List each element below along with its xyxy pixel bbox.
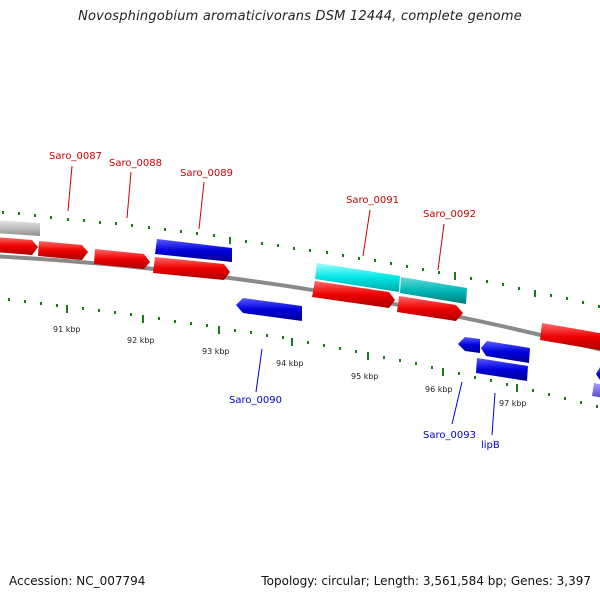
summary-text: Topology: circular; Length: 3,561,584 bp…: [261, 574, 591, 588]
genome-backbone: [0, 254, 600, 352]
label-saro-0092[interactable]: Saro_0092: [423, 209, 476, 220]
gene-lipb[interactable]: [476, 358, 528, 381]
gene-saro-0089[interactable]: [153, 257, 230, 280]
gene-saro-0091[interactable]: [315, 263, 400, 292]
label-saro-0089[interactable]: Saro_0089: [180, 168, 233, 179]
leader-saro-0090: [255, 348, 263, 393]
gene-saro-0086[interactable]: [0, 237, 38, 255]
label-lipb[interactable]: lipB: [481, 440, 500, 451]
gene-saro-0095[interactable]: [596, 367, 600, 381]
label-saro-0090[interactable]: Saro_0090: [229, 395, 282, 406]
inner-tick-ring: [8, 298, 598, 408]
gene-saro-0093[interactable]: [458, 337, 480, 353]
ruler-label-91: 91 kbp: [53, 325, 81, 334]
map-title: Novosphingobium aromaticivorans DSM 1244…: [78, 9, 522, 24]
leader-lipb: [491, 392, 496, 436]
gene-saro-0090[interactable]: [236, 298, 302, 321]
leader-saro-0091: [362, 209, 371, 257]
gene-saro-0092[interactable]: [400, 277, 467, 304]
leader-saro-0087: [67, 165, 73, 212]
leader-saro-0089: [198, 181, 205, 230]
label-saro-0088[interactable]: Saro_0088: [109, 158, 162, 169]
ruler-label-94: 94 kbp: [276, 359, 304, 368]
leader-saro-0093: [451, 381, 463, 425]
ruler-label-96: 96 kbp: [425, 385, 453, 394]
ruler-label-92: 92 kbp: [127, 336, 155, 345]
gene-saro-0091-cds[interactable]: [312, 281, 395, 308]
outer-tick-ring: [2, 211, 600, 308]
leader-saro-0088: [126, 171, 132, 219]
gene-lipb-upper[interactable]: [481, 341, 530, 363]
ruler-label-95: 95 kbp: [351, 372, 379, 381]
label-saro-0091[interactable]: Saro_0091: [346, 195, 399, 206]
gene-saro-0087[interactable]: [38, 241, 88, 260]
label-saro-0093[interactable]: Saro_0093: [423, 430, 476, 441]
leader-saro-0092: [437, 223, 445, 271]
gene-saro-0089-outer[interactable]: [155, 239, 232, 262]
ruler-label-97: 97 kbp: [499, 399, 527, 408]
feature-violet[interactable]: [592, 383, 600, 398]
ruler-label-93: 93 kbp: [202, 347, 230, 356]
feature-gray[interactable]: [0, 220, 40, 236]
gene-saro-0088[interactable]: [94, 249, 150, 269]
accession-text: Accession: NC_007794: [9, 574, 146, 588]
label-saro-0087[interactable]: Saro_0087: [49, 151, 102, 162]
gene-saro-0092-cds[interactable]: [397, 296, 463, 321]
gene-saro-0094[interactable]: [540, 323, 600, 351]
